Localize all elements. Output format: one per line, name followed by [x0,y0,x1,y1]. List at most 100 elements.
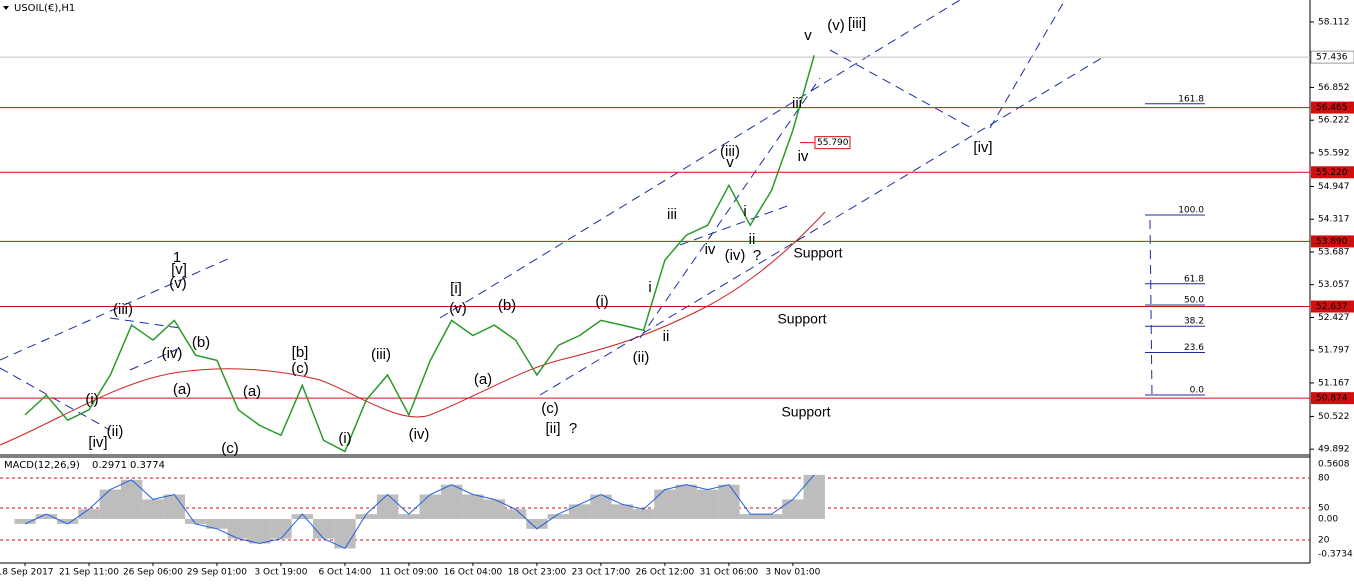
wave-label: i [648,279,651,296]
x-tick-label: 29 Sep 01:00 [187,568,247,578]
wave-label: (a) [243,383,261,400]
macd-bar [611,504,633,519]
wave-label: [b] [292,344,309,361]
wave-label: (c) [291,360,309,377]
wave-label: [ii] [546,420,561,437]
x-tick-label: 6 Oct 14:00 [318,568,371,578]
chart-title: USOIL(€),H1 [14,3,75,14]
macd-bar [206,519,228,529]
moving-average [0,211,826,446]
macd-bar [142,499,164,519]
wave-label: (b) [498,297,516,314]
ma-line [0,211,826,446]
macd-bar [355,514,377,519]
macd-bar [227,519,249,539]
macd-bar [760,514,783,519]
wave-label: (c) [221,440,239,457]
level-box [1311,166,1354,179]
macd-bar [99,489,122,519]
fib-label: 38.2 [1184,317,1204,327]
macd-bar [440,484,463,519]
menu-arrow [3,6,9,10]
wave-label: v [804,27,812,44]
macd-bar [14,519,36,524]
wave-label: (b) [192,334,210,351]
wave-label: (iii) [371,346,391,363]
fib-label: 23.6 [1184,343,1204,353]
wave-label: (a) [474,371,492,388]
fib-label: 161.8 [1178,94,1204,104]
wave-label: iii [667,206,677,223]
macd-bar [376,494,399,519]
macd-bar [526,519,548,529]
wave-label: [i] [450,280,462,297]
support-label: Support [793,245,842,261]
macd-bar [120,479,143,519]
wave-label: (a) [173,381,191,398]
y-tick-label: 58.112 [1318,17,1350,27]
macd-bar [803,474,825,519]
x-tick-label: 11 Oct 09:00 [380,568,439,578]
fib-label: 100.0 [1178,206,1204,216]
macd-bar [163,494,186,519]
channel-line [109,317,181,329]
macd-bar [270,519,292,539]
level-box [1311,300,1354,313]
macd-bar [312,519,335,539]
x-tick-label: 26 Sep 06:00 [123,568,183,578]
wave-label: ? [753,247,761,264]
macd-bar [675,484,697,519]
y-tick-label: 54.317 [1318,215,1350,225]
channel-line [679,204,791,246]
level-box [1311,392,1354,405]
channel-line [539,55,1106,396]
last-price-box [1310,50,1354,64]
wave-label: iv [798,148,809,165]
channel-line [829,49,976,131]
level-box [1311,101,1354,114]
macd-bar [483,499,505,519]
wave-label: (iii) [720,143,740,160]
macd-bar [632,509,655,519]
macd-axis-label: 0.5608 [1318,460,1350,470]
macd-bar [184,519,207,524]
macd-signal: 0.3774 [130,460,165,471]
level-label: 56.465 [1316,103,1348,113]
fib-label: 50.0 [1184,296,1204,306]
wave-label: (i) [85,391,98,408]
channel-line [439,0,961,319]
macd-axis-label: 20 [1318,536,1330,546]
wave-label: (iii) [113,301,133,318]
channel-line [0,257,231,361]
wave-label: (ii) [633,349,650,366]
level-label: 55.220 [1316,168,1348,178]
fib-label: 0.0 [1190,386,1205,396]
x-tick-label: 3 Oct 19:00 [254,568,307,578]
macd-bar [334,519,356,549]
macd-bar [56,519,79,524]
macd-bar [462,494,484,519]
y-tick-label: 55.592 [1318,148,1350,158]
wave-label: (i) [595,293,608,310]
wave-label: ii [663,328,670,345]
macd-main: 0.2971 [92,460,127,471]
wave-label: 1 [173,249,181,266]
wave-label: (iv) [409,426,430,443]
macd-bar [696,489,719,519]
wave-label: [iv] [973,139,992,156]
macd-bar [419,494,441,519]
x-tick-label: 26 Oct 12:00 [636,568,695,578]
wave-label: [iii] [848,15,866,32]
macd-bar [782,499,804,519]
y-tick-label: 56.222 [1318,116,1350,126]
x-tick-label: 23 Oct 17:00 [572,568,631,578]
macd-bar [590,494,612,519]
channel-lines [0,0,1153,431]
wave-label: [iv] [88,434,107,451]
wave-label: ? [569,420,577,437]
wave-label: iv [705,241,716,258]
y-tick-label: 53.057 [1318,280,1350,290]
macd-bar [504,509,527,519]
channel-line [0,367,111,431]
